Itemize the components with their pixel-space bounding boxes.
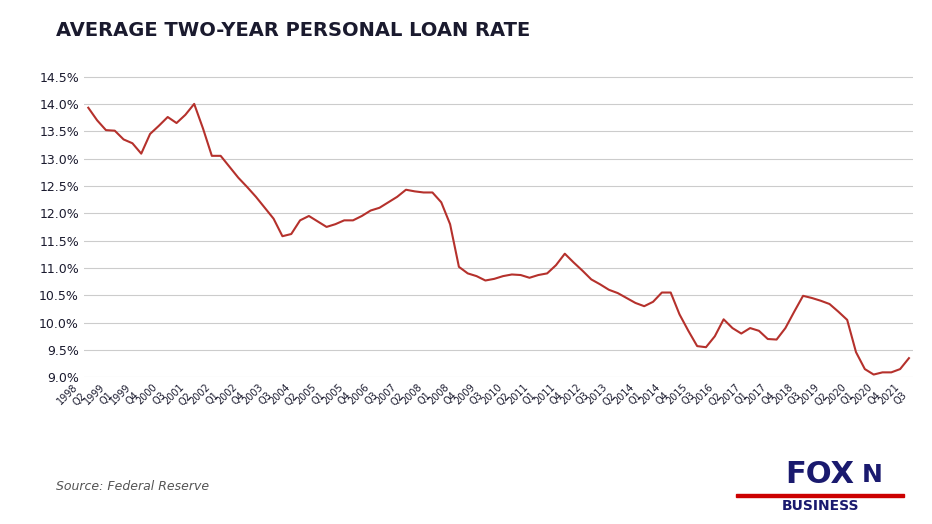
Text: AVERAGE TWO-YEAR PERSONAL LOAN RATE: AVERAGE TWO-YEAR PERSONAL LOAN RATE	[56, 21, 530, 40]
Bar	[736, 494, 904, 497]
Text: FOX: FOX	[786, 460, 855, 489]
Text: Source: Federal Reserve: Source: Federal Reserve	[56, 479, 209, 493]
Text: N: N	[862, 463, 883, 487]
Text: BUSINESS: BUSINESS	[781, 499, 859, 513]
